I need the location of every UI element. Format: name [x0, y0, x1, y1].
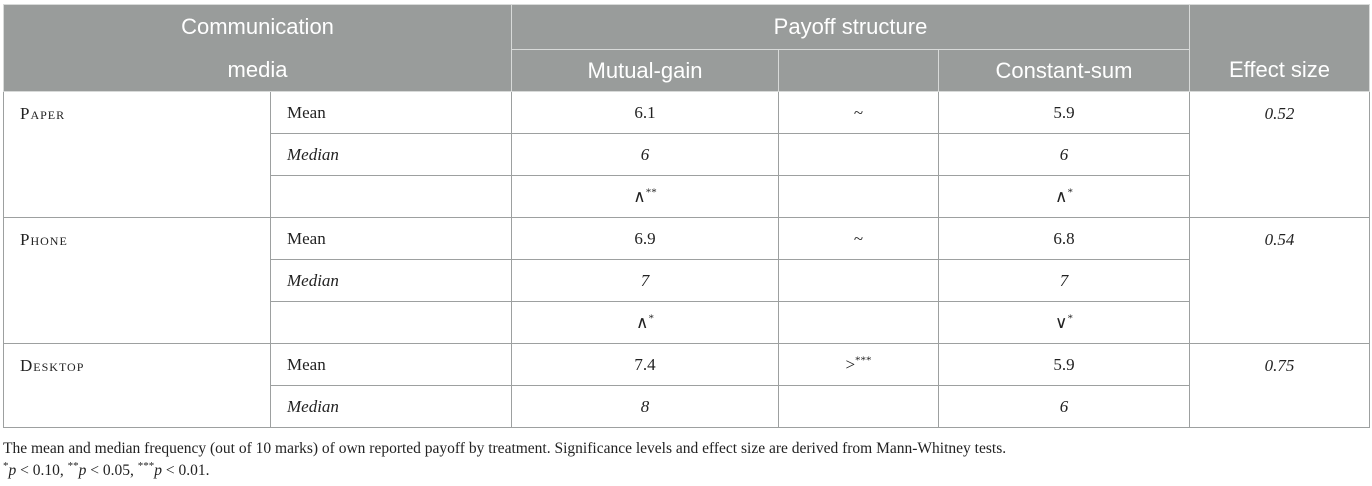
table-row: Phone Mean 6.9 ~ 6.8 0.54: [3, 217, 1370, 344]
constant-sum-median: 6: [938, 385, 1190, 428]
table-notes: The mean and median frequency (out of 10…: [3, 438, 1369, 482]
stat-label-median: Median: [270, 385, 512, 428]
constant-sum-median: 6: [938, 133, 1190, 176]
header-comparison-blank: [778, 49, 939, 92]
stat-label-mean: Mean: [270, 217, 512, 260]
stat-label-mean: Mean: [270, 91, 512, 134]
stat-label-blank: [270, 175, 512, 218]
comparison-blank: [778, 175, 939, 218]
mutual-gain-cross-media-comparison: ∧*: [511, 301, 779, 344]
table-row: Median 8 6: [4, 385, 1370, 428]
constant-sum-mean: 5.9: [938, 91, 1190, 134]
header-payoff-structure: Payoff structure: [511, 4, 1190, 50]
table-row: ∧** ∧*: [4, 175, 1370, 218]
table-caption: The mean and median frequency (out of 10…: [3, 440, 1007, 457]
significance-legend: *p < 0.10, **p < 0.05, ***p < 0.01.: [3, 459, 210, 479]
group-label-desktop: Desktop: [3, 343, 271, 428]
median-comparison-blank: [778, 385, 939, 428]
table-row: ∧* ∨*: [4, 301, 1370, 344]
mutual-gain-mean: 7.4: [511, 343, 779, 386]
header-constant-sum: Constant-sum: [938, 49, 1190, 92]
comparison-blank: [778, 301, 939, 344]
mutual-gain-cross-media-comparison: ∧**: [511, 175, 779, 218]
group-label-phone: Phone: [3, 217, 271, 344]
table-row: Desktop Mean 7.4 >*** 5.9 0.75: [3, 343, 1370, 428]
constant-sum-median: 7: [938, 259, 1190, 302]
mutual-gain-median: 8: [511, 385, 779, 428]
header-effect-size: Effect size: [1189, 4, 1370, 92]
median-comparison-blank: [778, 133, 939, 176]
constant-sum-mean: 6.8: [938, 217, 1190, 260]
header-communication-media-line2: media: [3, 49, 512, 92]
table-row: Median 7 7: [4, 259, 1370, 302]
constant-sum-cross-media-comparison: ∧*: [938, 175, 1190, 218]
constant-sum-cross-media-comparison: ∨*: [938, 301, 1190, 344]
median-comparison-blank: [778, 259, 939, 302]
effect-size-value: 0.52: [1189, 91, 1370, 218]
stat-label-median: Median: [270, 133, 512, 176]
mutual-gain-median: 6: [511, 133, 779, 176]
mutual-gain-mean: 6.9: [511, 217, 779, 260]
group-label-paper: Paper: [3, 91, 271, 218]
effect-size-value: 0.54: [1189, 217, 1370, 344]
mean-comparison: ~: [778, 91, 939, 134]
results-table: Communication Payoff structure Effect si…: [3, 4, 1370, 428]
stat-label-blank: [270, 301, 512, 344]
stat-label-median: Median: [270, 259, 512, 302]
header-mutual-gain: Mutual-gain: [511, 49, 779, 92]
stat-label-mean: Mean: [270, 343, 512, 386]
header-communication-media-line1: Communication: [3, 4, 512, 50]
mutual-gain-median: 7: [511, 259, 779, 302]
constant-sum-mean: 5.9: [938, 343, 1190, 386]
mean-comparison: >***: [778, 343, 939, 386]
table-row: Median 6 6: [4, 133, 1370, 176]
effect-size-value: 0.75: [1189, 343, 1370, 428]
mutual-gain-mean: 6.1: [511, 91, 779, 134]
mean-comparison: ~: [778, 217, 939, 260]
table-row: Paper Mean 6.1 ~ 5.9 0.52: [3, 91, 1370, 218]
